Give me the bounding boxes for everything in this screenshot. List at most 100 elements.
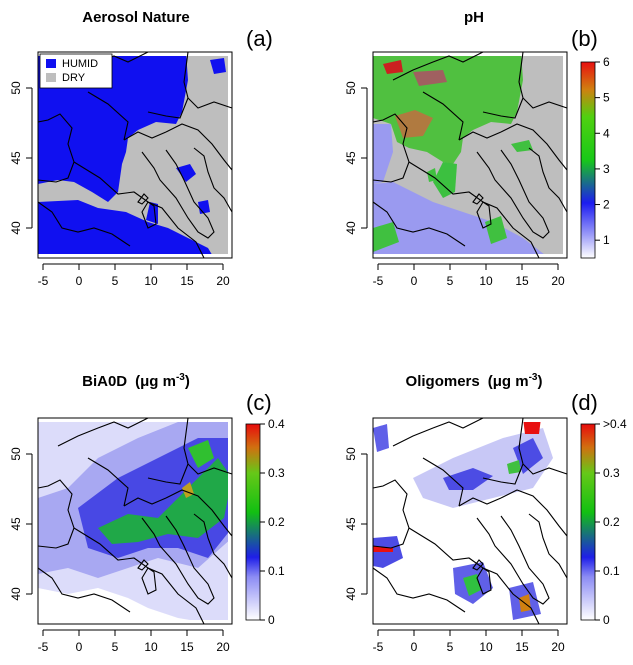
coastlines <box>372 417 568 625</box>
coastlines <box>372 51 568 259</box>
y-tick-label: 45 <box>9 517 23 531</box>
colorbar-tick-label: 5 <box>603 91 610 105</box>
ph-mid-region <box>427 168 437 182</box>
x-tick-label: 20 <box>216 274 230 288</box>
colorbar-tick-label: 6 <box>603 55 610 69</box>
map-area: HUMID DRY <box>37 51 233 259</box>
legend-label-humid: HUMID <box>62 58 98 70</box>
x-tick-label: 5 <box>447 640 454 654</box>
panel-title: pH <box>464 9 484 26</box>
colorbar: >0.4 0.3 0.2 0.1 0 <box>580 417 627 627</box>
x-tick-label: 10 <box>144 640 158 654</box>
humid-region <box>38 52 188 202</box>
panel-aerosol-nature: Aerosol Nature (a) <box>9 9 273 288</box>
colorbar-tick-label: 0.2 <box>268 515 285 529</box>
x-tick-label: 15 <box>180 274 194 288</box>
ph-low-region <box>373 182 549 258</box>
x-tick-label: 10 <box>479 640 493 654</box>
map-frame <box>37 51 233 259</box>
panel-letter: (b) <box>571 26 598 51</box>
x-tick-label: 15 <box>180 640 194 654</box>
x-axis: -5 0 5 10 15 20 <box>373 263 565 288</box>
coastlines <box>37 417 233 625</box>
map-area <box>372 51 568 259</box>
map-margin <box>38 254 232 258</box>
conc-high-region <box>98 458 232 544</box>
ph-low-region <box>373 124 393 184</box>
x-tick-label: 5 <box>112 640 119 654</box>
panel-letter: (a) <box>246 26 273 51</box>
y-tick-label: 50 <box>344 447 358 461</box>
panel-oligomers: Oligomers (μg m-3) (d) <box>344 372 627 654</box>
panel-bia0d: BiA0D (μg m-3) (c) <box>9 372 285 654</box>
legend-swatch-dry <box>46 73 56 82</box>
colorbar: 6 5 4 3 2 1 <box>580 55 610 259</box>
x-tick-label: 10 <box>144 274 158 288</box>
humid-region <box>38 200 214 258</box>
map-frame <box>372 51 568 259</box>
ph-high-region <box>395 110 433 138</box>
x-tick-label: 5 <box>112 274 119 288</box>
colorbar-ticks: 6 5 4 3 2 1 <box>595 55 610 247</box>
y-tick-label: 40 <box>344 587 358 601</box>
panel-title: BiA0D (μg m-3) <box>82 372 190 390</box>
colorbar-tick-label: 0.1 <box>603 564 620 578</box>
conc-peak-region <box>182 482 194 498</box>
x-tick-label: -5 <box>373 274 384 288</box>
x-tick-label: 0 <box>76 274 83 288</box>
x-axis: -5 0 5 10 15 20 <box>38 629 230 654</box>
y-tick-label: 40 <box>9 221 23 235</box>
colorbar-ticks: >0.4 0.3 0.2 0.1 0 <box>595 417 627 627</box>
x-tick-label: 0 <box>76 640 83 654</box>
x-ticks: -5 0 5 10 15 20 <box>38 264 230 288</box>
colorbar-ramp <box>245 423 261 621</box>
x-axis: -5 0 5 10 15 20 <box>373 629 565 654</box>
ph-high-region <box>413 70 447 86</box>
colorbar-ticks: 0.4 0.3 0.2 0.1 0 <box>260 417 285 627</box>
humid-region <box>198 200 210 214</box>
ph-mid-region <box>511 140 533 152</box>
y-tick-label: 45 <box>344 151 358 165</box>
colorbar-ramp <box>580 61 596 259</box>
map-area <box>372 417 568 625</box>
colorbar-tick-label: 0 <box>268 613 275 627</box>
y-tick-label: 45 <box>9 151 23 165</box>
y-axis: 50 45 40 <box>344 81 368 235</box>
panel-letter: (c) <box>246 390 272 415</box>
colorbar-tick-label: 0.3 <box>268 466 285 480</box>
x-tick-label: -5 <box>38 640 49 654</box>
x-tick-label: 20 <box>216 640 230 654</box>
colorbar-tick-label: >0.4 <box>603 417 627 431</box>
ph-high-region <box>383 60 403 74</box>
map-frame <box>37 417 233 625</box>
y-tick-label: 45 <box>344 517 358 531</box>
x-tick-label: 5 <box>447 274 454 288</box>
colorbar-ramp <box>580 423 596 621</box>
y-tick-label: 50 <box>9 447 23 461</box>
x-tick-label: -5 <box>38 274 49 288</box>
x-tick-label: 0 <box>411 640 418 654</box>
y-tick-label: 40 <box>9 587 23 601</box>
conc-high-region <box>507 460 521 474</box>
x-tick-label: -5 <box>373 640 384 654</box>
map-frame <box>372 417 568 625</box>
ph-mid-region <box>373 222 399 252</box>
colorbar-tick-label: 0.2 <box>603 515 620 529</box>
y-axis: 50 45 40 <box>9 81 33 235</box>
y-tick-label: 50 <box>344 81 358 95</box>
map-area <box>37 417 233 625</box>
panel-ph: pH (b) <box>344 9 610 288</box>
legend: HUMID DRY <box>39 53 113 89</box>
colorbar-tick-label: 0.1 <box>268 564 285 578</box>
colorbar-tick-label: 1 <box>603 233 610 247</box>
map-margin <box>38 52 232 56</box>
y-axis: 50 45 40 <box>9 447 33 601</box>
humid-region <box>210 58 226 74</box>
colorbar-tick-label: 0 <box>603 613 610 627</box>
humid-region <box>176 164 196 182</box>
x-ticks: -5 0 5 10 15 20 <box>373 630 565 654</box>
y-axis: 50 45 40 <box>344 447 368 601</box>
y-tick-label: 40 <box>344 221 358 235</box>
x-tick-label: 10 <box>479 274 493 288</box>
colorbar-tick-label: 4 <box>603 126 610 140</box>
